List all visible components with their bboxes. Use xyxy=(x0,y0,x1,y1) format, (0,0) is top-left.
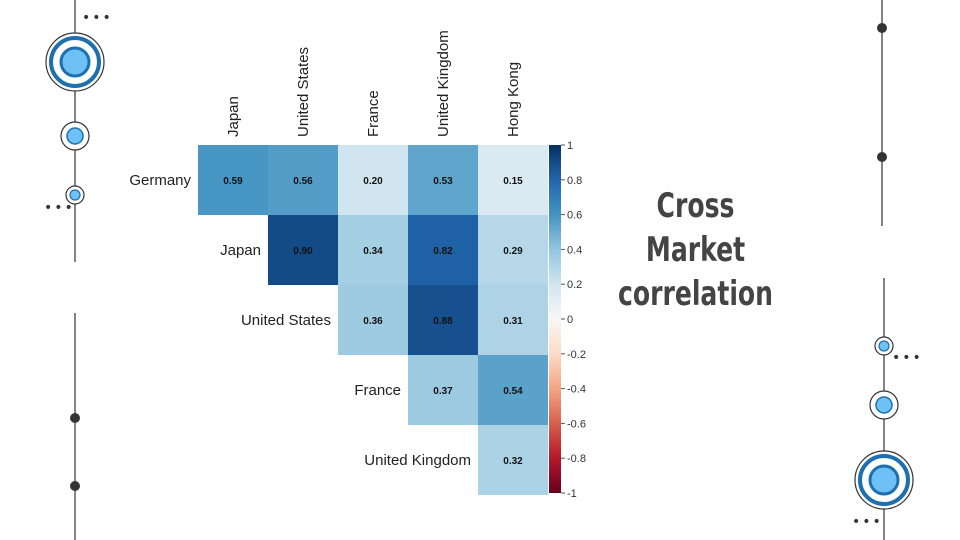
heatmap-cell xyxy=(408,215,478,285)
column-label: United States xyxy=(295,47,312,137)
colorbar-tick-label: -0.8 xyxy=(567,453,586,465)
heatmap-cell xyxy=(478,285,548,355)
cell-value-label: 0.15 xyxy=(503,176,523,187)
heatmap-cell xyxy=(268,145,338,215)
dot-icon xyxy=(70,481,80,491)
heatmap-cell xyxy=(478,425,548,495)
colorbar-tick-label: 1 xyxy=(567,140,573,152)
colorbar-tick-label: 0.2 xyxy=(567,279,582,291)
slide-title-line: Cross xyxy=(656,186,735,226)
colorbar-gradient xyxy=(549,145,561,493)
row-label: United Kingdom xyxy=(364,452,471,469)
heatmap-cell xyxy=(338,215,408,285)
row-label: Germany xyxy=(129,172,191,189)
colorbar: 1 0.8 0.6 0.4 0.2 0 -0.2 -0.4 -0.6 -0.8 -1 xyxy=(549,140,586,500)
colorbar-tick-label: -1 xyxy=(567,488,577,500)
heatmap-cell xyxy=(338,145,408,215)
dot-icon xyxy=(877,152,887,162)
dot-icon xyxy=(877,23,887,33)
column-labels: Japan United States France United Kingdom Ho… xyxy=(225,30,522,137)
cell-value-label: 0.29 xyxy=(503,246,523,257)
heatmap-cell xyxy=(408,145,478,215)
cell-value-label: 0.59 xyxy=(223,176,243,187)
heatmap-cells: 0.59 0.56 0.20 0.53 0.15 0.90 0.34 0.82 0.29 0.36… xyxy=(198,145,548,495)
colorbar-tick-label: -0.6 xyxy=(567,418,586,430)
row-labels: Germany Japan United States France United Ki… xyxy=(129,172,471,469)
heatmap-cell xyxy=(408,285,478,355)
colorbar-tick-label: -0.4 xyxy=(567,384,586,396)
column-label: United Kingdom xyxy=(435,30,452,137)
column-label: France xyxy=(365,90,382,137)
colorbar-tick-label: -0.2 xyxy=(567,349,586,361)
heatmap-cell xyxy=(198,145,268,215)
cell-value-label: 0.54 xyxy=(503,386,523,397)
slide-title: Cross Market correlation xyxy=(616,184,776,316)
colorbar-tick-label: 0.6 xyxy=(567,210,582,222)
colorbar-tick-label: 0.4 xyxy=(567,244,582,256)
cell-value-label: 0.36 xyxy=(363,316,383,327)
row-label: Japan xyxy=(220,242,261,259)
cell-value-label: 0.32 xyxy=(503,456,523,467)
cell-value-label: 0.31 xyxy=(503,316,523,327)
ellipsis-icon: ••• xyxy=(892,350,923,366)
ellipsis-icon: ••• xyxy=(44,200,75,216)
cell-value-label: 0.82 xyxy=(433,246,453,257)
dot-icon xyxy=(70,413,80,423)
heatmap-cell xyxy=(478,215,548,285)
cell-value-label: 0.90 xyxy=(293,246,313,257)
cell-value-label: 0.56 xyxy=(293,176,313,187)
cell-value-label: 0.88 xyxy=(433,316,453,327)
column-label: Japan xyxy=(225,96,242,137)
cell-value-label: 0.20 xyxy=(363,176,383,187)
heatmap-cell xyxy=(268,215,338,285)
row-label: France xyxy=(354,382,401,399)
column-label: Hong Kong xyxy=(505,62,522,137)
heatmap-cell xyxy=(478,355,548,425)
cell-value-label: 0.34 xyxy=(363,246,383,257)
slide-title-line: correlation xyxy=(617,274,774,314)
cell-value-label: 0.37 xyxy=(433,386,453,397)
colorbar-tick-label: 0 xyxy=(567,314,573,326)
heatmap-cell xyxy=(338,285,408,355)
heatmap-cell xyxy=(478,145,548,215)
heatmap-cell xyxy=(408,355,478,425)
ellipsis-icon: ••• xyxy=(852,514,883,530)
ellipsis-icon: ••• xyxy=(82,10,113,26)
slide-title-line: Market xyxy=(645,230,746,270)
colorbar-tick-label: 0.8 xyxy=(567,175,582,187)
cell-value-label: 0.53 xyxy=(433,176,453,187)
row-label: United States xyxy=(241,312,331,329)
